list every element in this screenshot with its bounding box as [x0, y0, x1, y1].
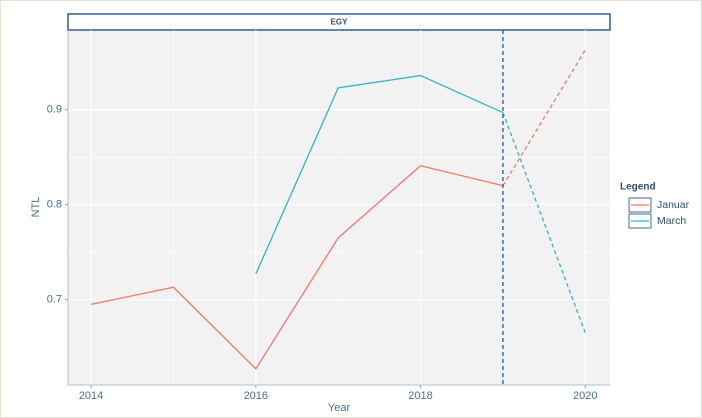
- facet-label: EGY: [331, 18, 349, 27]
- y-tick-label: 0.9: [47, 104, 62, 116]
- x-tick-label: 2014: [79, 390, 103, 402]
- legend-label: March: [657, 215, 686, 227]
- y-tick-label: 0.7: [47, 293, 62, 305]
- x-tick-label: 2018: [408, 390, 432, 402]
- panel: [68, 30, 610, 385]
- y-axis-title: NTL: [30, 197, 42, 218]
- x-tick-label: 2020: [573, 390, 597, 402]
- x-tick-label: 2016: [244, 390, 268, 402]
- legend-label: Januar: [657, 199, 690, 211]
- x-axis-title: Year: [328, 402, 351, 414]
- series-line: [90, 165, 504, 370]
- axis-line: [67, 30, 610, 386]
- legend-title: Legend: [620, 182, 656, 193]
- y-tick-label: 0.8: [47, 199, 62, 211]
- series-line: [502, 49, 586, 187]
- series-line: [255, 74, 504, 275]
- facet-strip: [67, 13, 611, 31]
